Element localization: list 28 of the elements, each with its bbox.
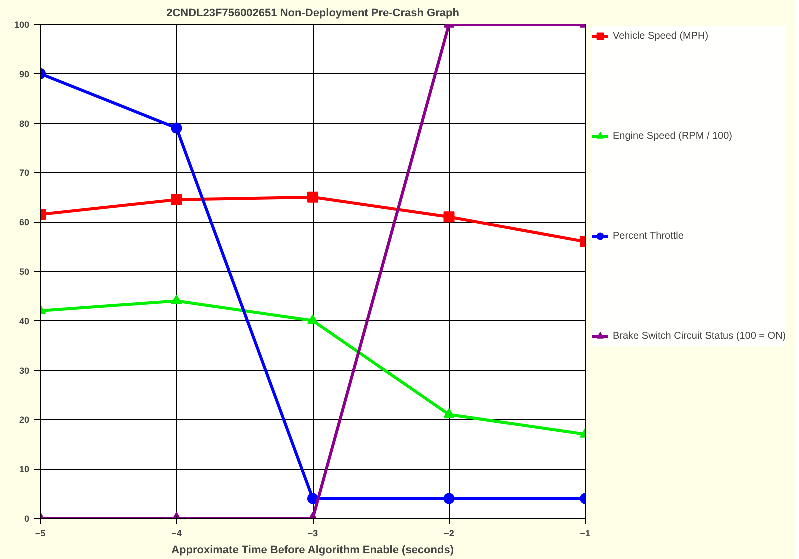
y-tick-label: 50 <box>19 267 30 277</box>
y-tick-label: 100 <box>14 20 30 30</box>
y-tick-label: 20 <box>19 415 30 426</box>
x-tick-label: −4 <box>172 528 182 538</box>
point <box>444 212 455 223</box>
y-tick-label: 70 <box>19 168 30 178</box>
point <box>444 408 455 418</box>
y-tick-label: 60 <box>19 218 30 228</box>
y-tick-label: 90 <box>19 69 30 80</box>
chart-title: 2CNDL23F756002651 Non-Deployment Pre-Crash Graph <box>166 8 460 20</box>
legend-label: Percent Throttle <box>613 230 684 242</box>
point <box>171 294 182 305</box>
x-tick-label: −3 <box>308 528 318 538</box>
y-tick-label: 40 <box>19 316 30 326</box>
y-tick-label: 10 <box>19 464 30 475</box>
y-tick-label: 30 <box>19 366 30 376</box>
legend-label: Engine Speed (RPM / 100) <box>613 130 733 142</box>
point <box>308 314 318 324</box>
x-tick-label: −5 <box>35 528 46 538</box>
y-tick-label: 80 <box>19 118 30 129</box>
point <box>308 192 318 203</box>
x-axis-title: Approximate Time Before Algorithm Enable (seconds) <box>172 544 454 556</box>
y-tick-label: 0 <box>24 514 30 524</box>
legend-label: Vehicle Speed (MPH) <box>613 30 709 42</box>
x-tick-label: −2 <box>444 528 454 538</box>
legend-label: Brake Switch Circuit Status (100 = ON) <box>613 330 786 342</box>
x-tick-label: −1 <box>580 528 591 538</box>
point <box>171 194 182 206</box>
